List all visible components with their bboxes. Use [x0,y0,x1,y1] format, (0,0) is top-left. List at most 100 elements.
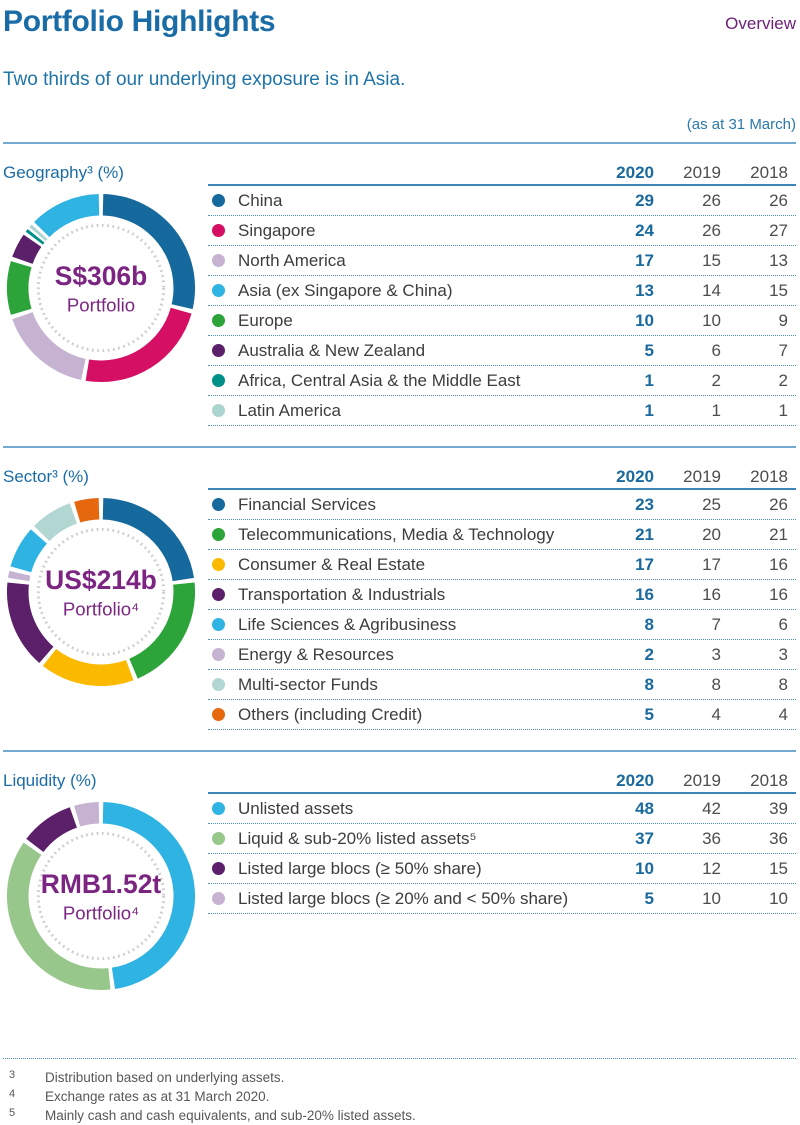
section-liquidity: Liquidity (%) 2020 2019 2018 RMB1.52t Portfol… [3,750,796,1058]
row-label: Multi-sector Funds [238,674,378,694]
donut-column-sector: US$214b Portfolio⁴ [3,488,208,730]
donut-center-value: S$306b [55,261,148,291]
section-header-sector: Sector³ (%) 2020 2019 2018 [3,448,796,488]
row-values: 48 42 39 [587,798,796,820]
value-2019: 14 [702,280,721,300]
donut-slice-north-america [12,312,86,380]
row-values: 16 16 16 [587,584,796,606]
row-values: 17 15 13 [587,250,796,272]
donut-slice-others-including-credit [74,497,100,523]
value-2020: 37 [635,828,654,848]
value-2019: 7 [711,614,721,634]
year-header-2019: 2019 [683,771,721,790]
year-header-2019: 2019 [683,467,721,486]
table-row-singapore: Singapore 24 26 27 [208,216,796,246]
donut-tick-ring [36,527,166,657]
section-sector: Sector³ (%) 2020 2019 2018 US$214b Portfolio⁴… [3,446,796,750]
value-2019: 26 [702,220,721,240]
value-2018: 8 [778,674,788,694]
row-label: Asia (ex Singapore & China) [238,280,453,300]
legend-dot-icon [212,892,225,905]
legend-dot-icon [212,314,225,327]
row-values: 5 6 7 [587,340,796,362]
table-row-asia-ex-singapore-china: Asia (ex Singapore & China) 13 14 15 [208,276,796,306]
row-label: Listed large blocs (≥ 50% share) [238,858,482,878]
table-row-china: China 29 26 26 [208,186,796,216]
donut-center-label: Portfolio⁴ [63,599,139,620]
value-2018: 15 [769,858,788,878]
donut-tick-ring [36,223,166,353]
year-header-row: 2020 2019 2018 [587,466,796,488]
donut-slice-africa-central-asia-the-middle-east [25,229,45,245]
table-row-europe: Europe 10 10 9 [208,306,796,336]
value-2018: 27 [769,220,788,240]
donut-slice-listed-large-blocs-20-and-50-share [74,801,100,827]
legend-dot-icon [212,528,225,541]
donut-slice-life-sciences-agribusiness [10,529,47,573]
value-2020: 13 [635,280,654,300]
legend-dot-icon [212,254,225,267]
value-2019: 20 [702,524,721,544]
row-label: Consumer & Real Estate [238,554,426,574]
value-2019: 15 [702,250,721,270]
legend-dot-icon [212,618,225,631]
donut-column-geography: S$306b Portfolio [3,184,208,426]
legend-dot-icon [212,284,225,297]
value-2020: 5 [644,704,654,724]
value-2020: 21 [635,524,654,544]
value-2019: 12 [702,858,721,878]
row-values: 21 20 21 [587,524,796,546]
value-2018: 1 [778,400,788,420]
donut-slice-liquid-sub-20-listed-assets [6,842,111,991]
footnote-3: 3 Distribution based on underlying assets… [3,1068,796,1087]
donut-slice-multi-sector-funds [34,503,77,542]
value-2020: 16 [635,584,654,604]
year-header-row: 2020 2019 2018 [587,162,796,184]
section-title-liquidity: Liquidity (%) [3,771,97,790]
data-table-geography: China 29 26 26 Singapore 24 26 27 North America 1… [208,184,796,426]
value-2019: 10 [702,310,721,330]
year-header-row: 2020 2019 2018 [587,770,796,792]
value-2019: 26 [702,190,721,210]
table-row-financial-services: Financial Services 23 25 26 [208,490,796,520]
value-2019: 16 [702,584,721,604]
footnote-marker: 4 [9,1088,16,1100]
row-label: Energy & Resources [238,644,394,664]
value-2018: 13 [769,250,788,270]
table-row-transportation-industrials: Transportation & Industrials 16 16 16 [208,580,796,610]
table-row-liquid-sub-20-listed-assets: Liquid & sub-20% listed assets⁵ 37 36 36 [208,824,796,854]
year-header-2019: 2019 [683,163,721,182]
table-row-listed-large-blocs-50-share: Listed large blocs (≥ 50% share) 10 12 15 [208,854,796,884]
row-label: Telecommunications, Media & Technology [238,524,555,544]
section-body-liquidity: RMB1.52t Portfolio⁴ Unlisted assets 48 42 39 L… [3,792,796,992]
value-2019: 6 [711,340,721,360]
sections-container: Geography³ (%) 2020 2019 2018 S$306b Portfoli… [3,142,796,1058]
as-at-date-label: (as at 31 March) [686,116,796,133]
donut-column-liquidity: RMB1.52t Portfolio⁴ [3,792,208,992]
row-label: Financial Services [238,494,376,514]
footnote-4: 4 Exchange rates as at 31 March 2020. [3,1087,796,1106]
donut-slice-europe [6,261,32,315]
legend-dot-icon [212,404,225,417]
value-2018: 36 [769,828,788,848]
value-2020: 10 [635,858,654,878]
value-2020: 5 [644,340,654,360]
section-title-geography: Geography³ (%) [3,163,124,182]
value-2020: 1 [644,370,654,390]
value-2018: 6 [778,614,788,634]
row-label: Listed large blocs (≥ 20% and < 50% shar… [238,888,569,908]
donut-chart-geography: S$306b Portfolio [6,193,196,383]
legend-dot-icon [212,862,225,875]
value-2020: 5 [644,888,654,908]
section-header-geography: Geography³ (%) 2020 2019 2018 [3,144,796,184]
table-row-north-america: North America 17 15 13 [208,246,796,276]
overview-nav-label[interactable]: Overview [725,14,796,33]
donut-slice-asia-ex-singapore-china [34,193,100,238]
page-title: Portfolio Highlights [3,5,276,38]
value-2020: 10 [635,310,654,330]
row-label: Africa, Central Asia & the Middle East [238,370,521,390]
footnote-marker: 3 [9,1069,16,1081]
footnote-text: Distribution based on underlying assets. [45,1070,285,1085]
year-header-2018: 2018 [750,771,788,790]
